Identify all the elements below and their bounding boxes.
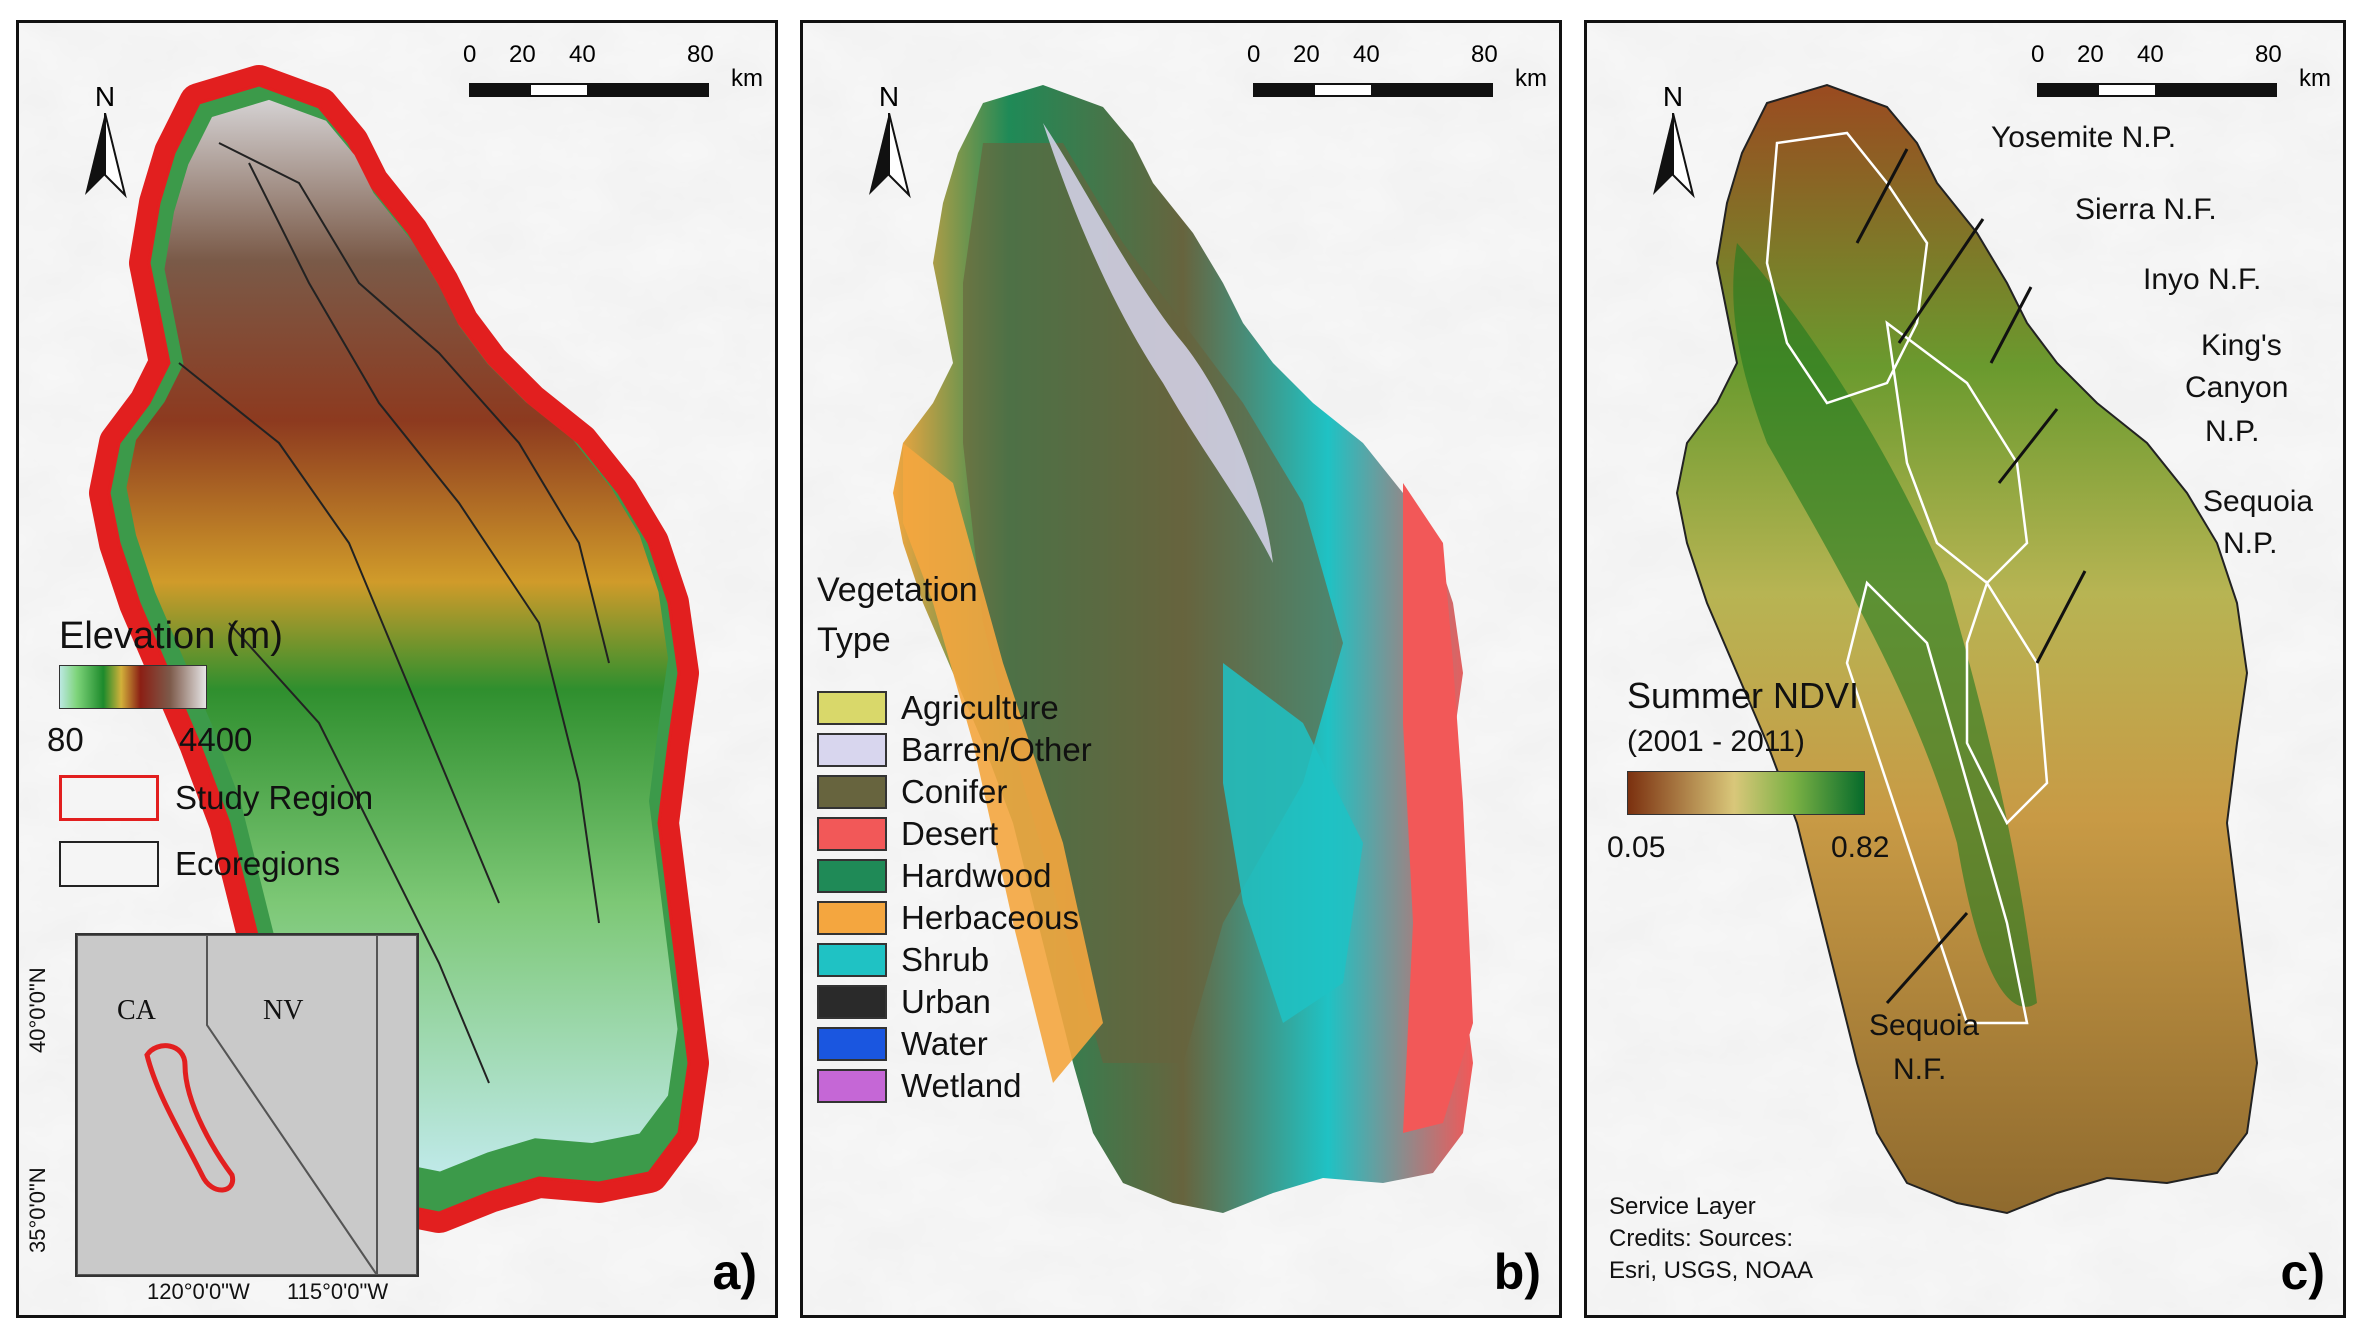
- sierra-nf-label: Sierra N.F.: [2075, 193, 2217, 226]
- inyo-nf-label: Inyo N.F.: [2143, 263, 2262, 296]
- vegetation-map: [803, 23, 1559, 1315]
- panel-elevation: N 0 20 40 80 km Elevation (m) 80 4400 St…: [16, 20, 778, 1318]
- kings-canyon-label-1: King's: [2201, 329, 2282, 362]
- north-arrow: N: [77, 81, 133, 201]
- inset-nv-label: NV: [263, 995, 304, 1026]
- locator-inset: CA NV: [75, 933, 419, 1279]
- ecoregions-label: Ecoregions: [175, 845, 341, 882]
- panel-b-letter: b): [1493, 1244, 1541, 1300]
- vegetation-legend-title-1: Vegetation: [817, 571, 978, 609]
- legend-label: Water: [901, 1025, 988, 1062]
- legend-swatch: [817, 901, 887, 935]
- vegetation-legend-title-2: Type: [817, 621, 891, 659]
- ndvi-min: 0.05: [1607, 831, 1666, 864]
- sequoia-np-label-2: N.P.: [2223, 527, 2278, 560]
- north-arrow: N: [861, 81, 917, 201]
- ndvi-ramp: [1627, 771, 1865, 815]
- ecoregions-swatch: [59, 841, 159, 887]
- credits-line-2: Credits: Sources:: [1609, 1225, 1794, 1252]
- panel-c-letter: c): [2280, 1244, 2325, 1300]
- yosemite-label: Yosemite N.P.: [1991, 121, 2177, 154]
- north-arrow-icon: [869, 113, 911, 199]
- legend-label: Urban: [901, 983, 991, 1020]
- protected-area-boundaries: [1765, 131, 2049, 1025]
- legend-swatch: [817, 817, 887, 851]
- ndvi-map: [1587, 23, 2343, 1315]
- sequoia-np-label-1: Sequoia: [2203, 485, 2314, 518]
- ecoregion-boundaries: [178, 142, 610, 1084]
- elevation-min: 80: [47, 721, 84, 758]
- legend-swatch: [817, 691, 887, 725]
- ndvi-legend-title: Summer NDVI: [1627, 675, 1860, 716]
- legend-swatch: [817, 733, 887, 767]
- legend-swatch: [817, 775, 887, 809]
- elevation-legend-title: Elevation (m): [59, 615, 283, 657]
- elevation-ramp: [59, 665, 207, 709]
- locator-map: [76, 934, 418, 1279]
- scale-bar: 0 20 40 80 km: [463, 41, 769, 111]
- legend-label: Agriculture: [901, 689, 1059, 726]
- ndvi-max: 0.82: [1831, 831, 1890, 864]
- inset-ca-label: CA: [117, 995, 156, 1026]
- lon-115-label: 115°0'0"W: [287, 1279, 389, 1304]
- study-region-label: Study Region: [175, 779, 374, 816]
- legend-label: Barren/Other: [901, 731, 1092, 768]
- legend-swatch: [817, 859, 887, 893]
- kings-canyon-label-3: N.P.: [2205, 415, 2260, 448]
- credits-line-1: Service Layer: [1609, 1193, 1756, 1220]
- lat-35-label: 35°0'0"N: [25, 1167, 50, 1253]
- panel-ndvi: N 0 20 40 80 km Yosemite N.P. Sierra N.F…: [1584, 20, 2346, 1318]
- legend-label: Wetland: [901, 1067, 1022, 1104]
- leader-lines: [1855, 148, 2087, 1004]
- legend-label: Shrub: [901, 941, 990, 978]
- legend-label: Herbaceous: [901, 899, 1079, 936]
- legend-label: Hardwood: [901, 857, 1052, 894]
- legend-swatch: [817, 1027, 887, 1061]
- sequoia-nf-label-1: Sequoia: [1869, 1009, 1980, 1042]
- north-arrow: N: [1645, 81, 1701, 201]
- study-region-swatch: [59, 775, 159, 821]
- scale-bar: 0 20 40 80 km: [1247, 41, 1553, 111]
- legend-label: Desert: [901, 815, 999, 852]
- north-arrow-icon: [1653, 113, 1695, 199]
- elevation-max: 4400: [179, 721, 253, 758]
- legend-swatch: [817, 985, 887, 1019]
- legend-swatch: [817, 1069, 887, 1103]
- lat-40-label: 40°0'0"N: [25, 967, 50, 1053]
- legend-label: Conifer: [901, 773, 1008, 810]
- kings-canyon-label-2: Canyon: [2185, 371, 2289, 404]
- credits-line-3: Esri, USGS, NOAA: [1609, 1257, 1814, 1284]
- lon-120-label: 120°0'0"W: [147, 1279, 250, 1304]
- panel-a-letter: a): [712, 1244, 757, 1300]
- north-arrow-icon: [85, 113, 127, 199]
- sequoia-nf-label-2: N.F.: [1893, 1053, 1947, 1086]
- scale-bar: 0 20 40 80 km: [2031, 41, 2337, 111]
- ndvi-legend-subtitle: (2001 - 2011): [1627, 725, 1805, 758]
- panel-vegetation: N 0 20 40 80 km Vegetation Type Agricult…: [800, 20, 1562, 1318]
- legend-swatch: [817, 943, 887, 977]
